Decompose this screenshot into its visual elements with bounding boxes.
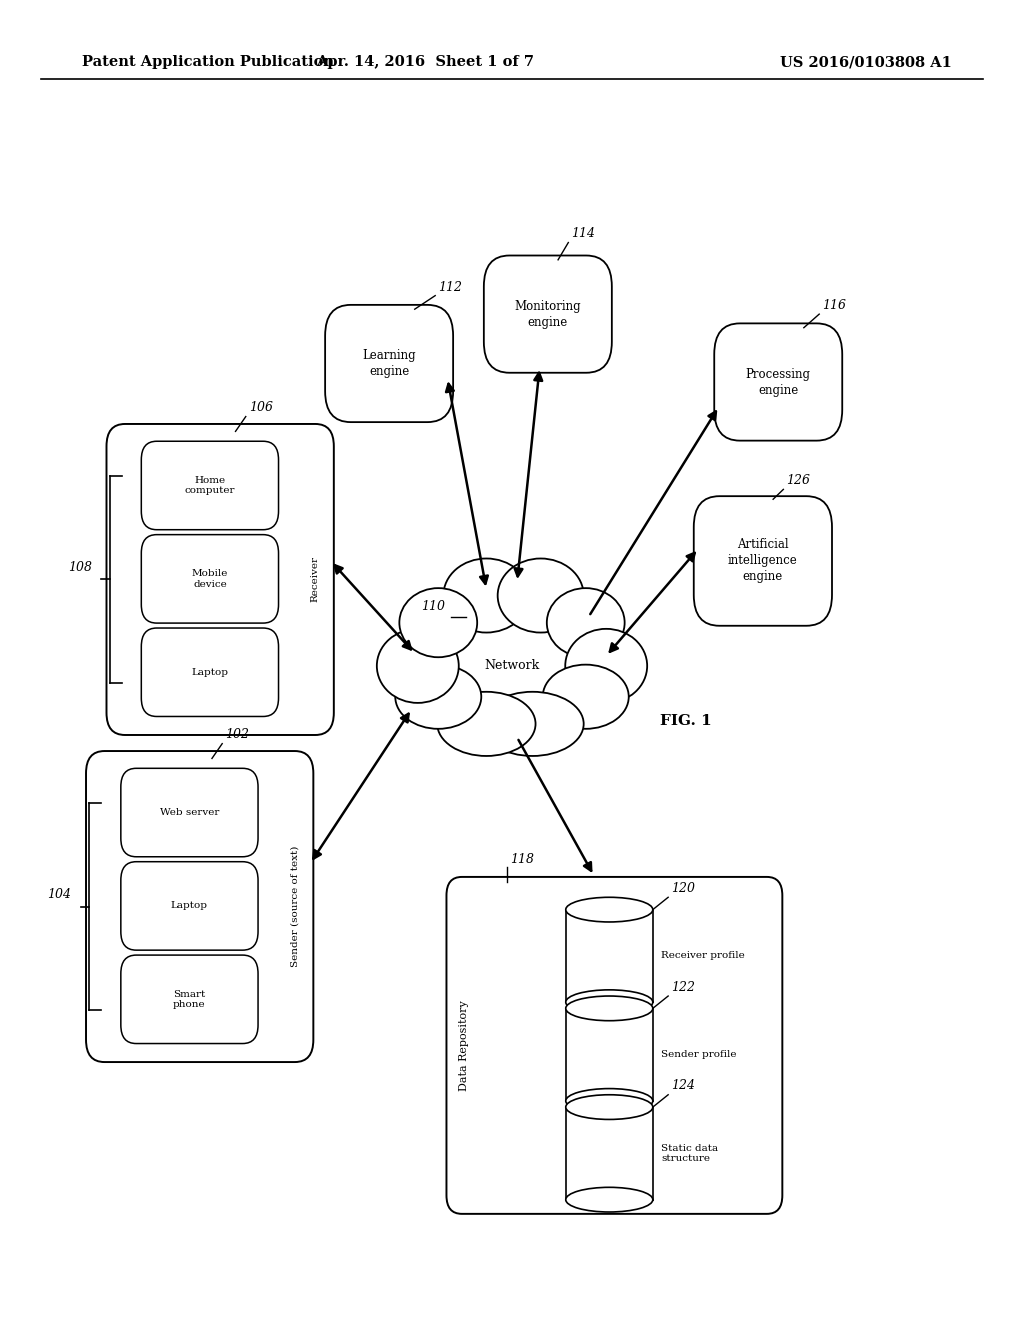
Text: Static data
structure: Static data structure xyxy=(662,1143,718,1163)
Text: Network: Network xyxy=(484,660,540,672)
Text: Smart
phone: Smart phone xyxy=(173,990,206,1008)
Ellipse shape xyxy=(512,586,645,709)
Text: Receiver profile: Receiver profile xyxy=(662,952,744,961)
FancyBboxPatch shape xyxy=(446,876,782,1214)
FancyBboxPatch shape xyxy=(121,862,258,950)
Ellipse shape xyxy=(498,558,584,632)
Text: Apr. 14, 2016  Sheet 1 of 7: Apr. 14, 2016 Sheet 1 of 7 xyxy=(316,55,534,70)
FancyBboxPatch shape xyxy=(121,768,258,857)
FancyBboxPatch shape xyxy=(86,751,313,1063)
FancyBboxPatch shape xyxy=(141,535,279,623)
FancyBboxPatch shape xyxy=(121,956,258,1044)
Ellipse shape xyxy=(565,990,653,1015)
Text: Laptop: Laptop xyxy=(191,668,228,677)
Text: Artificial
intelligence
engine: Artificial intelligence engine xyxy=(728,539,798,583)
Ellipse shape xyxy=(437,692,536,756)
Ellipse shape xyxy=(379,619,471,713)
Ellipse shape xyxy=(565,628,647,702)
Text: Processing
engine: Processing engine xyxy=(745,367,811,396)
Ellipse shape xyxy=(494,561,592,640)
FancyBboxPatch shape xyxy=(694,496,831,626)
Text: Monitoring
engine: Monitoring engine xyxy=(514,300,582,329)
FancyBboxPatch shape xyxy=(715,323,842,441)
Text: 110: 110 xyxy=(422,599,445,612)
Ellipse shape xyxy=(395,665,481,729)
Text: 124: 124 xyxy=(672,1080,695,1092)
Ellipse shape xyxy=(543,665,629,729)
Text: Receiver: Receiver xyxy=(311,557,319,602)
Ellipse shape xyxy=(548,586,630,660)
Text: Learning
engine: Learning engine xyxy=(362,348,416,378)
Ellipse shape xyxy=(415,573,609,734)
Text: 122: 122 xyxy=(672,981,695,994)
Text: Mobile
device: Mobile device xyxy=(191,569,228,589)
Text: 104: 104 xyxy=(47,888,72,900)
Ellipse shape xyxy=(377,628,459,702)
Text: 102: 102 xyxy=(225,729,249,741)
Ellipse shape xyxy=(443,558,529,632)
Text: Sender (source of text): Sender (source of text) xyxy=(291,846,299,968)
Ellipse shape xyxy=(415,642,538,741)
Ellipse shape xyxy=(435,663,589,756)
Text: 106: 106 xyxy=(249,401,272,414)
Ellipse shape xyxy=(565,898,653,921)
Ellipse shape xyxy=(394,586,476,660)
Text: 116: 116 xyxy=(822,298,846,312)
Text: 112: 112 xyxy=(438,281,462,294)
Text: 114: 114 xyxy=(571,227,595,240)
Ellipse shape xyxy=(399,589,477,657)
Text: US 2016/0103808 A1: US 2016/0103808 A1 xyxy=(780,55,952,70)
Text: Home
computer: Home computer xyxy=(184,475,236,495)
FancyBboxPatch shape xyxy=(141,441,279,529)
Text: 120: 120 xyxy=(672,882,695,895)
Ellipse shape xyxy=(379,586,512,709)
Text: FIG. 1: FIG. 1 xyxy=(660,714,712,729)
Polygon shape xyxy=(565,909,653,1002)
Ellipse shape xyxy=(565,1187,653,1212)
Ellipse shape xyxy=(565,1089,653,1113)
Text: Web server: Web server xyxy=(160,808,219,817)
Ellipse shape xyxy=(481,692,584,756)
Text: 126: 126 xyxy=(786,474,810,487)
Ellipse shape xyxy=(553,619,645,713)
FancyBboxPatch shape xyxy=(141,628,279,717)
FancyBboxPatch shape xyxy=(106,424,334,735)
Ellipse shape xyxy=(486,642,609,741)
Ellipse shape xyxy=(442,561,541,640)
Ellipse shape xyxy=(565,1094,653,1119)
Text: Patent Application Publication: Patent Application Publication xyxy=(82,55,334,70)
Polygon shape xyxy=(565,1008,653,1101)
Ellipse shape xyxy=(547,589,625,657)
Text: 108: 108 xyxy=(68,561,92,574)
Text: Sender profile: Sender profile xyxy=(662,1051,736,1059)
Text: Laptop: Laptop xyxy=(171,902,208,911)
FancyBboxPatch shape xyxy=(326,305,453,422)
FancyBboxPatch shape xyxy=(484,256,612,372)
Polygon shape xyxy=(565,1107,653,1200)
Text: 118: 118 xyxy=(510,853,534,866)
Text: Data Repository: Data Repository xyxy=(459,1001,469,1090)
Ellipse shape xyxy=(565,997,653,1020)
